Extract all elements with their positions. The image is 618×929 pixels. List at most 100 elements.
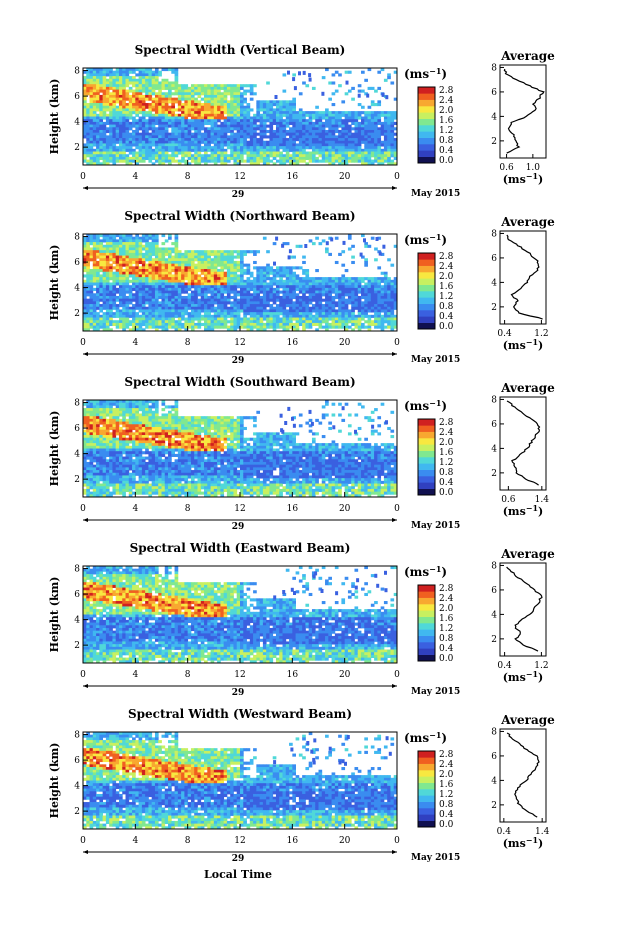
heatmap-cell xyxy=(253,250,257,254)
heatmap-cell xyxy=(99,81,104,85)
heatmap-cell xyxy=(226,156,231,161)
heatmap-cell xyxy=(128,127,133,131)
heatmap-cell xyxy=(125,116,130,120)
heatmap-cell xyxy=(210,306,215,310)
heatmap-cell xyxy=(383,140,388,144)
heatmap-cell xyxy=(213,277,218,281)
heatmap-cell xyxy=(226,100,231,104)
heatmap-cell xyxy=(112,244,117,248)
heatmap-cell xyxy=(262,105,267,109)
heatmap-cell xyxy=(99,113,104,117)
heatmap-cell xyxy=(311,159,316,163)
heatmap-cell xyxy=(233,92,238,96)
avg-x-tick-label: 0.6 xyxy=(499,163,514,173)
heatmap-cell xyxy=(302,81,306,85)
heatmap-cell xyxy=(105,269,110,273)
heatmap-cell xyxy=(262,236,267,240)
heatmap-cell xyxy=(83,143,87,147)
heatmap-cell xyxy=(177,263,182,267)
heatmap-cell xyxy=(338,116,342,120)
heatmap-cell xyxy=(148,103,153,107)
heatmap-cell xyxy=(311,148,316,152)
heatmap-cell xyxy=(347,159,352,163)
heatmap-cell xyxy=(338,73,342,77)
heatmap-cell xyxy=(105,129,110,134)
heatmap-cell xyxy=(256,250,261,254)
heatmap-cell xyxy=(141,247,146,251)
heatmap-cell xyxy=(161,314,166,318)
average-title: Average xyxy=(500,49,555,63)
heatmap-cell xyxy=(361,129,365,134)
heatmap-cell xyxy=(154,94,159,99)
heatmap-cell xyxy=(141,138,146,142)
heatmap-cell xyxy=(197,146,202,150)
heatmap-cell xyxy=(197,108,202,112)
heatmap-cell xyxy=(282,322,287,327)
heatmap-cell xyxy=(148,119,153,123)
heatmap-cell xyxy=(351,279,355,283)
heatmap-cell xyxy=(109,255,113,259)
heatmap-cell xyxy=(217,143,221,147)
heatmap-cell xyxy=(256,116,261,120)
heatmap-cell xyxy=(154,108,159,112)
heatmap-cell xyxy=(151,301,156,305)
colorbar: (ms−1)0.00.40.81.21.62.02.42.8 xyxy=(404,66,454,166)
heatmap-cell xyxy=(220,325,225,329)
heatmap-cell xyxy=(269,119,274,123)
heatmap-cell xyxy=(217,301,221,305)
heatmap-cell xyxy=(285,287,290,291)
heatmap-cell xyxy=(318,140,323,144)
heatmap-cell xyxy=(102,138,107,142)
panel-2: Spectral Width (Northward Beam)2468Heigh… xyxy=(48,209,555,366)
heatmap-cell xyxy=(347,314,352,318)
heatmap-cell xyxy=(171,143,175,147)
heatmap-cell xyxy=(289,100,293,104)
heatmap-cell xyxy=(220,314,225,318)
heatmap-cell xyxy=(99,162,104,166)
heatmap-cell xyxy=(325,143,329,147)
heatmap-cell xyxy=(338,279,342,283)
heatmap-cell xyxy=(197,151,202,155)
heatmap-cell xyxy=(86,271,90,275)
heatmap-cell xyxy=(213,269,218,273)
heatmap-cell xyxy=(249,282,254,286)
heatmap-cell xyxy=(233,322,238,327)
heatmap-cell xyxy=(135,159,139,163)
heatmap-cell xyxy=(135,113,139,117)
heatmap-cell xyxy=(158,263,162,267)
heatmap-cell xyxy=(259,287,264,291)
heatmap-cell xyxy=(210,295,215,300)
heatmap-cell xyxy=(334,236,339,240)
heatmap-cell xyxy=(285,132,290,136)
heatmap-cell xyxy=(125,255,130,259)
heatmap-cell xyxy=(305,132,310,136)
heatmap-cell xyxy=(289,113,293,117)
heatmap-cell xyxy=(145,312,149,316)
heatmap-cell xyxy=(168,81,172,85)
heatmap-cell xyxy=(89,293,94,297)
heatmap-cell xyxy=(262,151,267,155)
heatmap-cell xyxy=(311,113,316,117)
heatmap-cell xyxy=(118,301,123,305)
heatmap-cell xyxy=(115,73,120,77)
heatmap-cell xyxy=(341,293,346,297)
heatmap-cell xyxy=(89,108,94,112)
heatmap-cell xyxy=(357,138,362,142)
heatmap-cell xyxy=(243,111,247,115)
heatmap-cell xyxy=(213,105,218,109)
heatmap-cell xyxy=(380,252,385,256)
heatmap-cell xyxy=(115,140,120,144)
heatmap-cell xyxy=(161,269,166,273)
heatmap-cell xyxy=(354,154,359,158)
heatmap-cell xyxy=(138,97,143,101)
heatmap-cell xyxy=(109,73,113,77)
heatmap-cell xyxy=(367,156,372,161)
heatmap-cell xyxy=(190,143,195,147)
heatmap-cell xyxy=(171,298,175,302)
heatmap-cell xyxy=(289,298,293,302)
heatmap-cell xyxy=(105,290,110,294)
heatmap-cell xyxy=(86,129,90,134)
heatmap-cell xyxy=(325,138,329,142)
heatmap-cell xyxy=(194,97,198,101)
heatmap-cell xyxy=(83,81,87,85)
